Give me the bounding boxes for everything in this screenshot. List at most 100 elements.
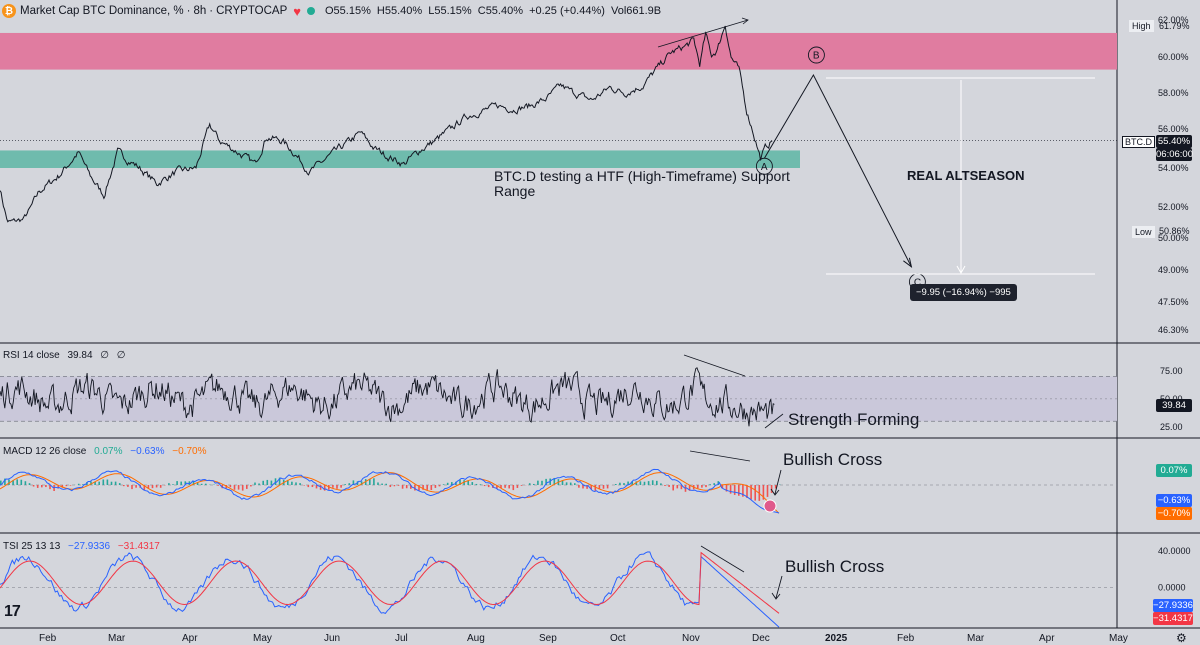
macd-histogram-bar — [98, 481, 100, 485]
macd-histogram-bar — [323, 485, 326, 491]
macd-histogram-bar — [24, 481, 27, 485]
btc-dominance-line — [0, 25, 773, 223]
symbol-title[interactable]: Market Cap BTC Dominance, % — [20, 5, 184, 17]
time-tick-label: Jul — [395, 633, 408, 644]
macd-histogram-bar — [471, 482, 474, 485]
macd-histogram-bar — [582, 485, 584, 489]
macd-hist-tag: 0.07% — [1156, 464, 1192, 477]
macd-histogram-bar — [360, 481, 363, 485]
macd-hist-value: 0.07% — [94, 446, 123, 457]
macd-histogram-bar — [701, 485, 703, 488]
macd-histogram-bar — [127, 485, 129, 487]
macd-histogram-bar — [508, 485, 510, 489]
macd-bullish-note: Bullish Cross — [783, 450, 883, 469]
price-tick-label: 62.00% — [1158, 15, 1189, 25]
macd-histogram-bar — [254, 482, 256, 485]
macd-histogram-bar — [672, 485, 674, 491]
macd-histogram-bar — [606, 485, 609, 489]
macd-histogram-bar — [57, 485, 59, 489]
bearish-divergence-line — [657, 19, 749, 48]
macd-histogram-bar — [676, 485, 679, 489]
rsi-extra2: ∅ — [116, 350, 126, 361]
macd-histogram-bar — [688, 485, 691, 491]
rsi-tick-label: 25.00 — [1160, 422, 1183, 432]
macd-histogram-bar — [430, 485, 433, 491]
macd-histogram-bar — [299, 483, 301, 485]
macd-histogram-bar — [717, 481, 720, 485]
low-value-label: 50.86% — [1159, 226, 1190, 236]
macd-histogram-bar — [389, 485, 392, 488]
macd-histogram-bar — [762, 485, 765, 500]
macd-histogram-bar — [291, 481, 293, 485]
time-tick-label: Sep — [539, 633, 557, 644]
time-tick-label: May — [1109, 633, 1128, 644]
settings-gear-icon[interactable]: ⚙ — [1176, 631, 1187, 645]
macd-histogram-bar — [598, 485, 601, 490]
rsi-extra1: ∅ — [100, 350, 110, 361]
macd-histogram-bar — [565, 482, 568, 485]
macd-histogram-bar — [697, 485, 699, 489]
macd-histogram-bar — [246, 485, 248, 489]
macd-histogram-bar — [729, 485, 732, 494]
macd-histogram-bar — [82, 484, 84, 485]
price-tick-label: 54.00% — [1158, 163, 1189, 173]
interval-label[interactable]: 8h — [193, 5, 207, 17]
macd-histogram-bar — [258, 483, 260, 485]
macd-histogram-bar — [385, 483, 387, 485]
macd-histogram-bar — [270, 480, 273, 485]
macd-histogram-bar — [20, 479, 23, 485]
macd-histogram-bar — [561, 480, 564, 485]
macd-histogram-bar — [602, 485, 605, 489]
macd-histogram-bar — [619, 482, 621, 485]
price-tick-label: 60.00% — [1158, 52, 1189, 62]
macd-histogram-bar — [377, 482, 379, 485]
macd-histogram-bar — [229, 485, 232, 488]
open-value: O55.15% — [324, 5, 371, 17]
macd-histogram-bar — [713, 483, 715, 485]
tsi-signal-tag: −31.4317 — [1153, 612, 1193, 625]
projection-arrowhead — [903, 257, 913, 269]
low-label: Low — [1132, 226, 1155, 238]
macd-legend[interactable]: MACD 12 26 close 0.07% −0.63% −0.70% — [3, 446, 211, 457]
macd-histogram-bar — [381, 483, 383, 485]
price-tick-label: 56.00% — [1158, 124, 1189, 134]
macd-histogram-bar — [4, 478, 6, 485]
macd-histogram-bar — [123, 485, 125, 487]
macd-histogram-bar — [766, 485, 769, 497]
tsi-signal-value: −31.4317 — [117, 541, 160, 552]
macd-histogram-bar — [143, 485, 146, 491]
macd-histogram-bar — [746, 485, 748, 498]
macd-histogram-bar — [774, 485, 777, 489]
low-value: L55.15% — [428, 5, 472, 17]
macd-histogram-bar — [401, 485, 404, 489]
time-tick-label: Aug — [467, 633, 485, 644]
macd-histogram-bar — [147, 485, 150, 489]
time-tick-label: 2025 — [825, 633, 848, 644]
macd-divergence-line — [689, 450, 751, 462]
tradingview-logo[interactable]: 17 — [4, 603, 21, 620]
macd-histogram-bar — [496, 485, 498, 489]
tsi-value: −27.9336 — [68, 541, 111, 552]
macd-histogram-bar — [414, 485, 416, 491]
high-value-label: 61.79% — [1159, 21, 1190, 31]
macd-histogram-bar — [680, 485, 683, 490]
macd-histogram-bar — [631, 481, 633, 485]
heart-icon[interactable]: ♥ — [293, 3, 301, 19]
macd-histogram-bar — [94, 481, 96, 485]
macd-histogram-bar — [348, 483, 351, 485]
macd-histogram-bar — [266, 479, 269, 485]
time-tick-label: Nov — [682, 633, 700, 644]
rsi-value: 39.84 — [67, 350, 93, 361]
time-tick-label: Oct — [610, 633, 626, 644]
macd-histogram-bar — [176, 481, 178, 485]
macd-histogram-bar — [77, 483, 80, 485]
macd-histogram-bar — [340, 485, 342, 488]
price-tick-label: 52.00% — [1158, 202, 1189, 212]
price-tick-label: 47.50% — [1158, 297, 1189, 307]
macd-name: MACD 12 26 close — [3, 446, 87, 457]
macd-histogram-bar — [61, 485, 64, 488]
tsi-legend[interactable]: TSI 25 13 13 −27.9336 −31.4317 — [3, 541, 165, 552]
rsi-legend[interactable]: RSI 14 close 39.84 ∅ ∅ — [3, 350, 131, 361]
macd-histogram-bar — [0, 480, 2, 485]
